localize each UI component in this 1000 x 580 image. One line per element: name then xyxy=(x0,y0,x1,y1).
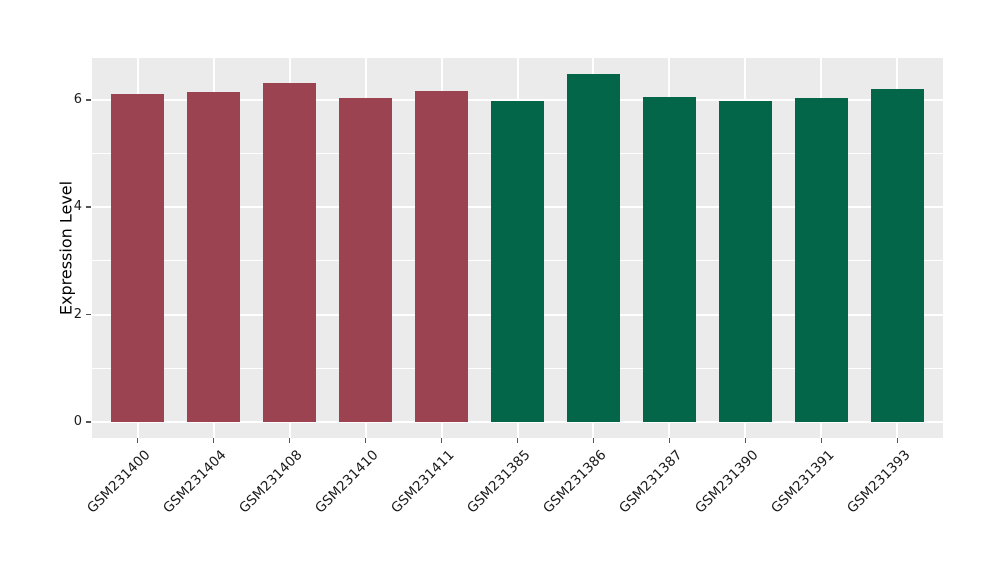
bar-GSM231400 xyxy=(110,93,165,422)
y-tick-mark xyxy=(86,99,91,101)
x-tick-mark xyxy=(516,438,519,443)
bar-GSM231391 xyxy=(794,97,849,422)
y-tick-label: 2 xyxy=(73,306,82,322)
y-axis-title: Expression Level xyxy=(56,180,76,316)
bar-GSM231390 xyxy=(718,101,773,422)
y-tick-mark xyxy=(86,421,91,423)
x-tick-mark xyxy=(744,438,747,443)
x-tick-label: GSM231393 xyxy=(844,447,914,517)
x-tick-mark xyxy=(592,438,595,443)
x-tick-label: GSM231410 xyxy=(312,447,382,517)
y-tick-label: 6 xyxy=(73,91,82,107)
x-tick-label: GSM231391 xyxy=(768,447,838,517)
x-tick-mark xyxy=(668,438,671,443)
x-tick-mark xyxy=(896,438,899,443)
y-tick-label: 0 xyxy=(73,413,82,429)
x-tick-mark xyxy=(820,438,823,443)
x-tick-mark xyxy=(136,438,139,443)
y-tick-label: 4 xyxy=(73,199,82,215)
bar-GSM231411 xyxy=(414,90,469,422)
bar-GSM231408 xyxy=(262,82,317,422)
x-tick-label: GSM231400 xyxy=(84,447,154,517)
bar-GSM231385 xyxy=(490,100,545,422)
bar-GSM231387 xyxy=(642,96,697,422)
x-tick-label: GSM231408 xyxy=(236,447,306,517)
x-tick-label: GSM231386 xyxy=(540,447,610,517)
x-tick-mark xyxy=(364,438,367,443)
y-tick-mark xyxy=(86,313,91,316)
x-tick-label: GSM231385 xyxy=(464,447,534,517)
x-tick-label: GSM231390 xyxy=(692,447,762,517)
x-tick-label: GSM231411 xyxy=(388,447,458,517)
x-tick-mark xyxy=(440,438,443,443)
bar-GSM231393 xyxy=(870,89,924,422)
bar-GSM231404 xyxy=(186,91,241,422)
bar-GSM231410 xyxy=(338,98,393,422)
x-tick-mark xyxy=(288,438,291,443)
x-tick-mark xyxy=(212,438,215,443)
bar-GSM231386 xyxy=(566,74,621,422)
x-tick-label: GSM231387 xyxy=(616,447,686,517)
x-tick-label: GSM231404 xyxy=(160,447,230,517)
y-tick-mark xyxy=(86,206,91,208)
